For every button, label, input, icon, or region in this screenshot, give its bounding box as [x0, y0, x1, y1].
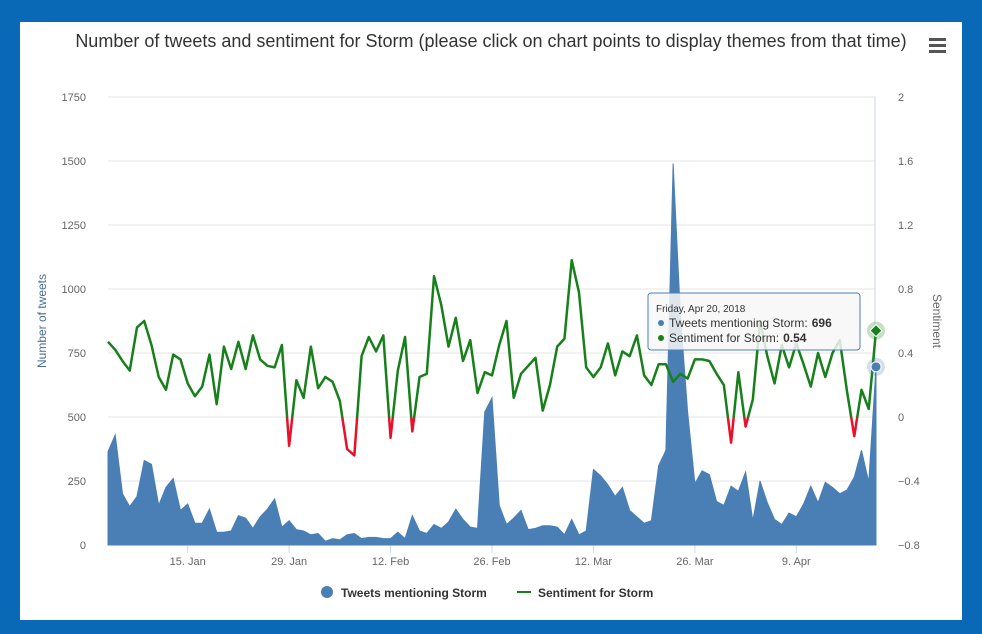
- tooltip-bullet: [658, 320, 664, 326]
- area: [107, 163, 877, 546]
- hover-point: [869, 323, 883, 338]
- tooltip-row: Sentiment for Storm: 0.54: [669, 331, 807, 345]
- y-axis-title: Number of tweets: [35, 274, 49, 368]
- y-tick-label: 750: [68, 348, 86, 360]
- y2-tick-label: 1.2: [898, 220, 913, 232]
- y-tick-label: 1250: [62, 220, 86, 232]
- x-tick-label: 12. Mar: [575, 556, 613, 568]
- x-tick-label: 9. Apr: [782, 556, 811, 568]
- x-tick-label: 15. Jan: [170, 556, 206, 568]
- y-tick-label: 1500: [62, 156, 86, 168]
- y-tick-label: 250: [68, 476, 86, 488]
- x-tick-label: 26. Mar: [676, 556, 714, 568]
- y2-tick-label: 1.6: [898, 156, 913, 168]
- tooltip-value: 0.54: [783, 331, 807, 345]
- y2-tick-label: 2: [898, 92, 904, 104]
- tooltip-series-name: Tweets mentioning Storm: [669, 316, 804, 330]
- y2-tick-label: 0.8: [898, 284, 913, 296]
- y-tick-label: 0: [80, 540, 86, 552]
- legend-label: Sentiment for Storm: [538, 586, 653, 600]
- menu-button[interactable]: [929, 38, 946, 53]
- tooltip-separator: :: [776, 331, 779, 345]
- tooltip-separator: :: [804, 316, 807, 330]
- y-tick-label: 1000: [62, 284, 86, 296]
- tooltip-bullet: [658, 335, 664, 341]
- line: [107, 258, 878, 417]
- y2-tick-label: −0.4: [898, 476, 920, 488]
- tooltip-series-name: Sentiment for Storm: [669, 331, 776, 345]
- y-tick-label: 500: [68, 412, 86, 424]
- x-tick-label: 26. Feb: [473, 556, 510, 568]
- tooltip-header: Friday, Apr 20, 2018: [656, 304, 746, 315]
- y2-tick-label: −0.8: [898, 540, 920, 552]
- menu-bar: [929, 50, 946, 53]
- x-tick-label: 12. Feb: [372, 556, 409, 568]
- chart-title: Number of tweets and sentiment for Storm…: [75, 31, 907, 51]
- tooltip-row: Tweets mentioning Storm: 696: [669, 316, 832, 330]
- y2-tick-label: 0: [898, 412, 904, 424]
- legend-item[interactable]: Tweets mentioning Storm: [321, 586, 487, 600]
- legend-symbol: [321, 586, 333, 598]
- legend-label: Tweets mentioning Storm: [341, 586, 487, 600]
- menu-bar: [929, 38, 946, 41]
- y2-tick-label: 0.4: [898, 348, 913, 360]
- tooltip-box: [647, 292, 861, 351]
- line-negative: [285, 417, 859, 457]
- y2-axis-title: Sentiment: [930, 294, 944, 349]
- hover-point: [870, 361, 882, 373]
- y-tick-label: 1750: [62, 92, 86, 104]
- legend-item[interactable]: Sentiment for Storm: [517, 586, 653, 600]
- x-tick-label: 29. Jan: [271, 556, 307, 568]
- tooltip-value: 696: [812, 316, 832, 330]
- menu-bar: [929, 44, 946, 47]
